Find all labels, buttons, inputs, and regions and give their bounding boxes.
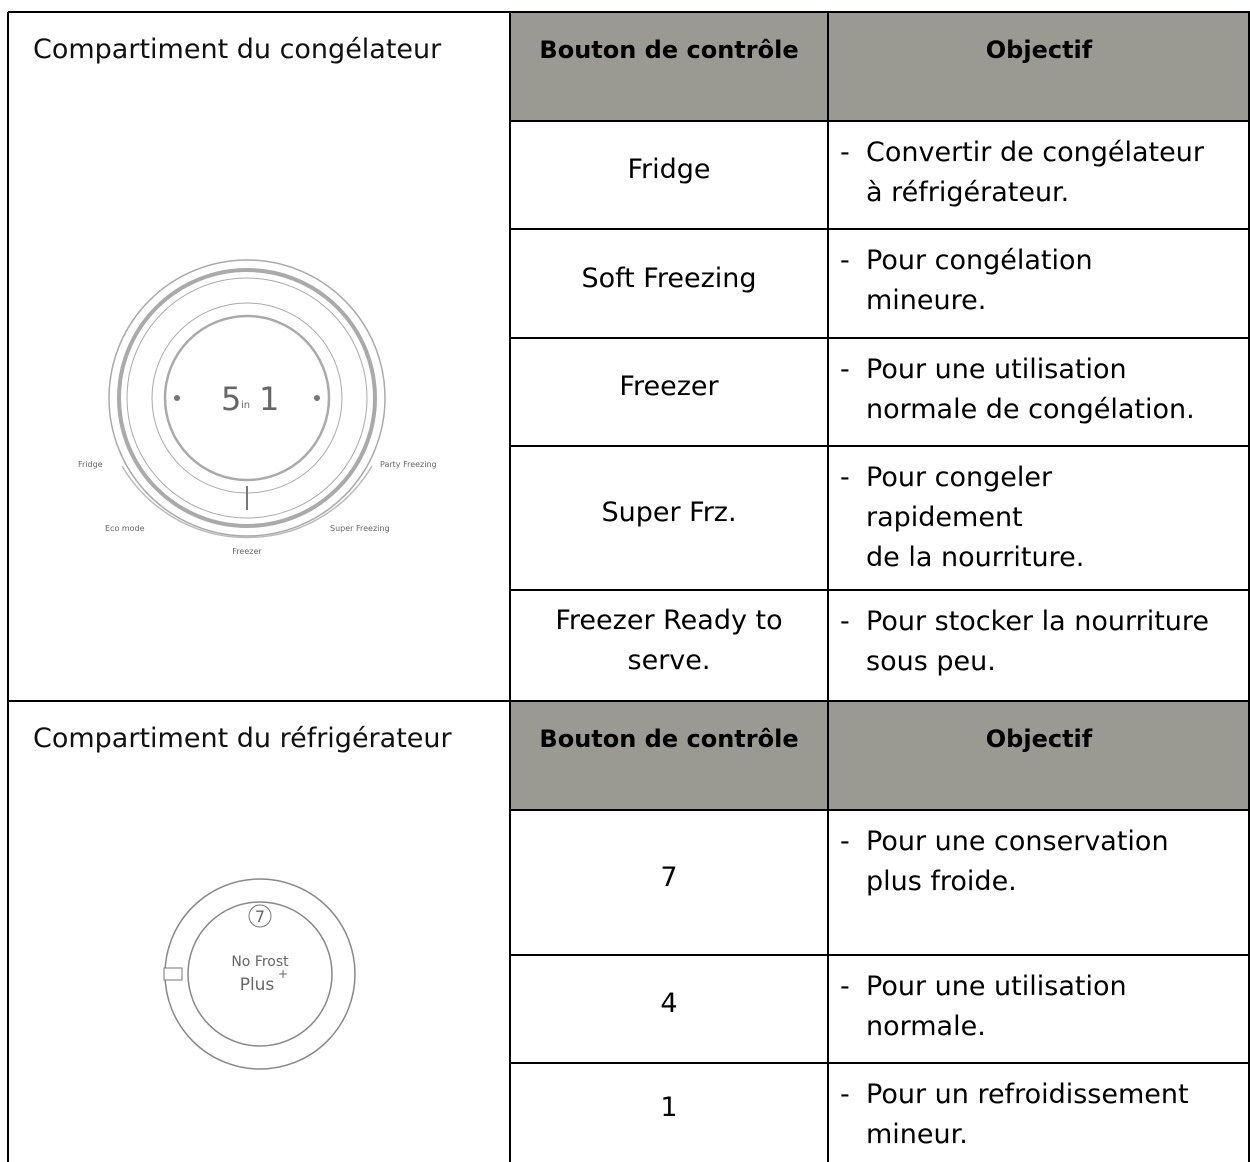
dial-illustration: 5 in 1 Fridge Party Freezing Eco mode Super Fr…: [78, 259, 437, 556]
bullet: -: [840, 462, 850, 493]
dial-ring: [187, 901, 333, 1047]
table-border: [8, 11, 1250, 13]
purpose-line: Pour une utilisation: [866, 354, 1127, 385]
table-border: [1248, 12, 1250, 1162]
purpose-line: normale de congélation.: [866, 394, 1195, 425]
dial-brand: No Frost: [231, 954, 289, 970]
control-cell: Freezer Ready to serve.: [555, 604, 783, 676]
purpose-cell: - Pour une utilisation normale.: [828, 955, 1250, 1063]
dial-center: 1: [259, 380, 279, 418]
purpose-line: à réfrigérateur.: [866, 177, 1070, 208]
bullet: -: [840, 137, 850, 168]
dial-brand: +: [278, 967, 288, 981]
dial-label: Freezer: [232, 547, 262, 556]
table-border: [510, 445, 1250, 447]
table-border: [510, 954, 1250, 956]
control-cell: 7: [660, 861, 678, 893]
purpose-line: rapidement: [866, 502, 1023, 533]
bullet: -: [840, 606, 850, 637]
bullet: -: [840, 245, 850, 276]
bullet: -: [840, 971, 850, 1002]
dial-setting-ring: [248, 904, 272, 928]
dial-arc: [121, 465, 373, 539]
table-border: [510, 1062, 1250, 1064]
purpose-line: Pour une utilisation: [866, 971, 1127, 1002]
control-cell: Freezer: [619, 371, 719, 402]
control-cell: 1: [660, 1091, 678, 1123]
purpose-line: mineure.: [866, 285, 987, 316]
table-border: [510, 589, 1250, 591]
table-border: [510, 337, 1250, 339]
dial-center: in: [241, 400, 250, 411]
bullet: -: [840, 826, 850, 857]
purpose-line: plus froide.: [866, 866, 1017, 897]
purpose-line: sous peu.: [866, 646, 996, 677]
dial-ring: [117, 268, 377, 528]
purpose-line: Pour congélation: [866, 245, 1093, 276]
bullet: -: [840, 1079, 850, 1110]
purpose-cell: - Pour un refroidissement mineur.: [828, 1063, 1250, 1162]
bullet: -: [840, 354, 850, 385]
table-border: [827, 701, 829, 1162]
dial-ring: [163, 314, 331, 482]
purpose-line: de la nourriture.: [866, 542, 1085, 573]
table-border: [509, 12, 511, 701]
table-border: [510, 120, 1250, 122]
purpose-line: Pour stocker la nourriture: [866, 606, 1210, 637]
section-title: Compartiment du congélateur: [33, 34, 442, 65]
header-cell: Objectif: [828, 701, 1250, 810]
purpose-line: Pour congeler: [866, 462, 1053, 493]
dial-latch: [163, 967, 183, 981]
purpose-cell: - Pour une utilisation normale de congélat…: [828, 338, 1250, 446]
purpose-cell: - Pour congélation mineure.: [828, 229, 1250, 338]
dial-ring: [126, 277, 368, 519]
table-border: [7, 701, 9, 1162]
dial-label: Party Freezing: [380, 460, 437, 469]
purpose-line: Pour une conservation: [866, 826, 1169, 857]
purpose-cell: - Pour congeler rapidement de la nourriture…: [828, 446, 1250, 590]
dial-dot: [174, 395, 180, 401]
dial-label: Fridge: [78, 460, 103, 469]
dial-ring: [151, 302, 343, 494]
control-cell: Fridge: [627, 154, 711, 185]
header-cell: Bouton de contrôle: [510, 701, 828, 810]
section-title: Compartiment du réfrigérateur: [33, 723, 452, 754]
dial-illustration: 7 No Frost Plus+: [163, 878, 356, 1070]
table-border: [510, 228, 1250, 230]
table-border: [8, 700, 1250, 702]
table-border: [510, 809, 1250, 811]
dial-brand: Plus: [240, 975, 275, 995]
dial-center: 5: [221, 380, 241, 418]
table-border: [827, 12, 829, 701]
control-cell: Super Frz.: [601, 497, 737, 528]
control-cell: 4: [660, 988, 678, 1019]
dial-label: Eco mode: [105, 524, 145, 533]
header-cell: Objectif: [828, 12, 1250, 121]
dial-dot: [314, 395, 320, 401]
purpose-line: normale.: [866, 1011, 986, 1042]
purpose-cell: - Pour une conservation plus froide.: [828, 810, 1250, 955]
table-border: [509, 701, 511, 1162]
purpose-line: mineur.: [866, 1119, 968, 1150]
header-cell: Bouton de contrôle: [510, 12, 828, 121]
dial-label: Super Freezing: [330, 524, 390, 533]
dial-setting: 7: [255, 907, 265, 926]
dial-ring: [108, 259, 386, 537]
control-cell: Soft Freezing: [581, 262, 757, 294]
purpose-cell: - Convertir de congélateur à réfrigérateur…: [828, 121, 1250, 229]
purpose-line: Pour un refroidissement: [866, 1079, 1189, 1110]
purpose-cell: - Pour stocker la nourriture sous peu.: [828, 590, 1250, 701]
table-border: [7, 12, 9, 701]
purpose-line: Convertir de congélateur: [866, 137, 1204, 168]
